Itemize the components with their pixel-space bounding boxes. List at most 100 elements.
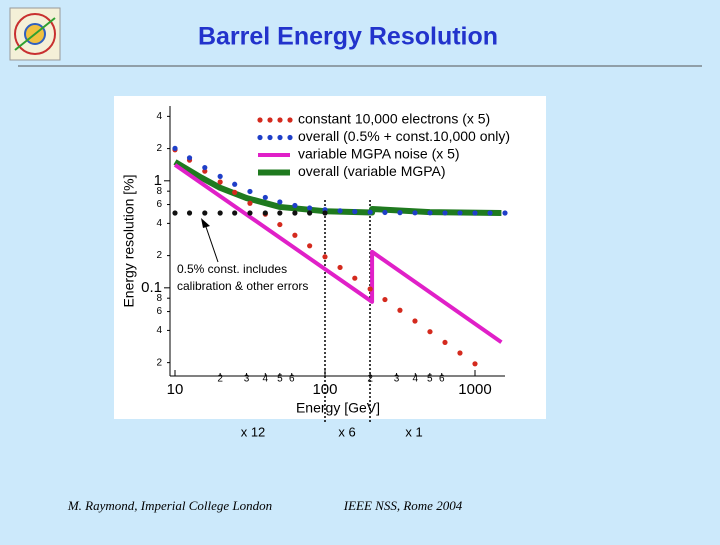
y-tick-label: 6 [156, 199, 162, 210]
logo-track [14, 17, 56, 51]
legend-label: constant 10,000 electrons (x 5) [298, 111, 490, 127]
series-dot [232, 210, 238, 216]
arrow-head [201, 218, 210, 228]
y-tick-label: 0.1 [141, 279, 162, 296]
series-dot [247, 188, 253, 195]
x-tick-label: 4 [263, 374, 269, 385]
gain-label: x 1 [405, 424, 422, 439]
series-dot [442, 339, 448, 346]
y-tick-label: 6 [156, 306, 162, 317]
x-axis-label: Energy [GeV] [296, 400, 380, 416]
y-tick-label: 2 [156, 143, 162, 154]
series-dot [472, 210, 478, 216]
legend-swatch [277, 117, 283, 123]
x-tick-label: 5 [427, 374, 433, 385]
series-dot [397, 210, 403, 216]
legend-label: variable MGPA noise (x 5) [298, 146, 460, 162]
series-dot [202, 210, 208, 216]
series-dot [217, 210, 223, 216]
series-dot [427, 329, 433, 335]
y-tick-label: 4 [156, 325, 162, 336]
y-tick-label: 4 [156, 111, 162, 122]
legend-swatch [287, 134, 293, 141]
series-dot [412, 210, 418, 216]
series-dot [232, 189, 238, 195]
gain-label: x 12 [241, 424, 266, 439]
annotation-arrow [204, 223, 219, 263]
series-dot [217, 179, 223, 185]
series-dot [262, 194, 268, 201]
x-tick-label: 2 [367, 374, 373, 385]
series-dot [457, 210, 463, 216]
legend-label: overall (0.5% + const.10,000 only) [298, 128, 510, 144]
series-dot [307, 243, 313, 249]
series-dot [442, 210, 448, 216]
series-dot [247, 210, 253, 216]
series-line [173, 163, 503, 344]
legend-swatch [267, 117, 273, 123]
series-dot [292, 202, 298, 209]
series-dot [337, 264, 343, 271]
series-dot [217, 173, 223, 179]
series-dot [397, 307, 403, 313]
series-dot [352, 275, 358, 281]
x-tick-label: 6 [289, 374, 295, 385]
series-dot [186, 210, 193, 216]
series-dot [232, 181, 238, 187]
series-dot [352, 209, 358, 215]
series-dot [367, 286, 373, 292]
y-tick-label: 2 [156, 250, 162, 261]
y-tick-label: 1 [154, 172, 162, 189]
legend-swatch [257, 134, 263, 141]
legend-swatch [257, 117, 263, 123]
series-dot [202, 164, 208, 171]
series-dot [322, 210, 328, 216]
series-dot [427, 210, 433, 216]
series-dot [277, 210, 283, 216]
chart-area [114, 96, 546, 419]
series-dot [247, 200, 253, 206]
series-dot [172, 145, 178, 151]
series-dot [172, 210, 178, 216]
x-tick-label: 3 [394, 374, 400, 385]
series-dot [457, 350, 463, 356]
series-dot [472, 361, 478, 367]
logo-ring [14, 13, 56, 55]
y-tick-label: 8 [156, 293, 162, 304]
gain-label: x 6 [338, 424, 355, 439]
slide-title: Barrel Energy Resolution [198, 23, 498, 51]
series-dot [307, 205, 313, 211]
series-dot [322, 254, 328, 260]
series-dot [262, 210, 268, 216]
annotation: 0.5% const. includes [177, 262, 287, 276]
annotation: calibration & other errors [177, 279, 308, 293]
y-tick-label: 2 [156, 357, 162, 368]
series-dot [202, 168, 208, 174]
x-tick-label: 1000 [458, 381, 491, 398]
series-dot [487, 210, 493, 216]
x-tick-label: 6 [439, 374, 445, 385]
series-dot [277, 199, 283, 205]
series-dot [292, 232, 298, 238]
y-tick-label: 8 [156, 186, 162, 197]
logo [9, 7, 61, 61]
series-dot [292, 210, 298, 216]
x-tick-label: 4 [413, 374, 419, 385]
series-dot [307, 210, 313, 216]
x-tick-label: 100 [312, 381, 337, 398]
series-dot [367, 209, 373, 215]
series-dot [412, 318, 418, 324]
legend-swatch [287, 117, 293, 123]
series-dot [382, 209, 388, 216]
series-dot [502, 210, 508, 216]
series-dot [186, 155, 193, 161]
x-tick-label: 2 [217, 374, 223, 385]
x-tick-label: 3 [244, 374, 250, 385]
y-tick-label: 4 [156, 218, 162, 229]
legend-label: overall (variable MGPA) [298, 163, 446, 179]
legend-swatch [267, 134, 273, 141]
y-axis-label: Energy resolution [%] [121, 174, 137, 307]
footer-right: IEEE NSS, Rome 2004 [343, 498, 463, 513]
